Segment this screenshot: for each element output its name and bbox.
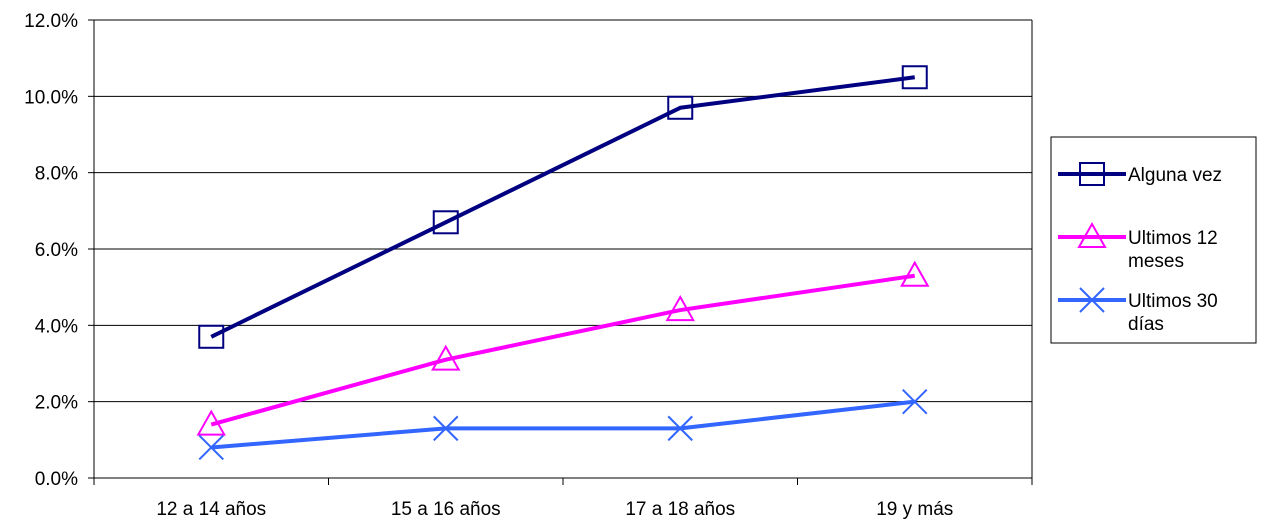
x-tick-label: 19 y más — [876, 499, 953, 520]
data-point-1 — [665, 295, 695, 322]
data-point-0 — [667, 95, 694, 120]
legend-marker — [1079, 162, 1105, 186]
x-tick-label: 17 a 18 años — [625, 499, 735, 520]
data-point-0 — [901, 65, 928, 90]
y-tick-label: 4.0% — [35, 316, 78, 337]
series-line-2 — [211, 399, 915, 450]
x-marker-stroke — [1079, 287, 1105, 313]
data-point-2 — [667, 415, 693, 442]
legend-box — [1050, 136, 1257, 344]
legend-label: Alguna vez — [1128, 165, 1222, 186]
data-point-2 — [902, 388, 928, 415]
y-tick-label: 12.0% — [24, 11, 78, 32]
axes — [88, 19, 1033, 485]
data-point-0 — [198, 324, 225, 349]
data-point-1 — [196, 409, 226, 436]
series-line-1 — [210, 273, 916, 427]
x-marker-stroke — [433, 415, 459, 442]
data-point-1 — [900, 260, 930, 287]
data-point-1 — [431, 344, 461, 371]
data-point-0 — [432, 210, 459, 235]
x-marker-stroke — [667, 415, 693, 442]
x-tick-label: 15 a 16 años — [391, 499, 501, 520]
x-marker-stroke — [902, 388, 928, 415]
series-lines — [210, 75, 916, 450]
y-tick-label: 8.0% — [35, 164, 78, 185]
legend-label: Ultimos 12 meses — [1128, 228, 1218, 272]
legend-marker — [1077, 221, 1107, 248]
data-point-2 — [433, 415, 459, 442]
y-tick-label: 2.0% — [35, 393, 78, 414]
data-point-2 — [198, 434, 224, 461]
legend-label: Ultimos 30 días — [1128, 291, 1218, 335]
y-tick-label: 0.0% — [35, 469, 78, 490]
y-tick-label: 6.0% — [35, 240, 78, 261]
x-axis-tick-labels: 12 a 14 años 15 a 16 años 17 a 18 años 19 y… — [156, 499, 953, 520]
y-tick-label: 10.0% — [24, 87, 78, 108]
x-tick-label: 12 a 14 años — [156, 499, 266, 520]
legend: Alguna vez Ultimos 12 meses Ultimos 30 días — [1050, 136, 1257, 344]
series-markers — [196, 65, 930, 461]
y-axis-tick-labels: 0.0% 2.0% 4.0% 6.0% 8.0% 10.0% 12.0% — [24, 11, 78, 490]
series-line-0 — [210, 75, 916, 339]
x-marker-stroke — [198, 434, 224, 461]
gridlines — [94, 19, 1032, 403]
legend-marker — [1079, 287, 1105, 313]
